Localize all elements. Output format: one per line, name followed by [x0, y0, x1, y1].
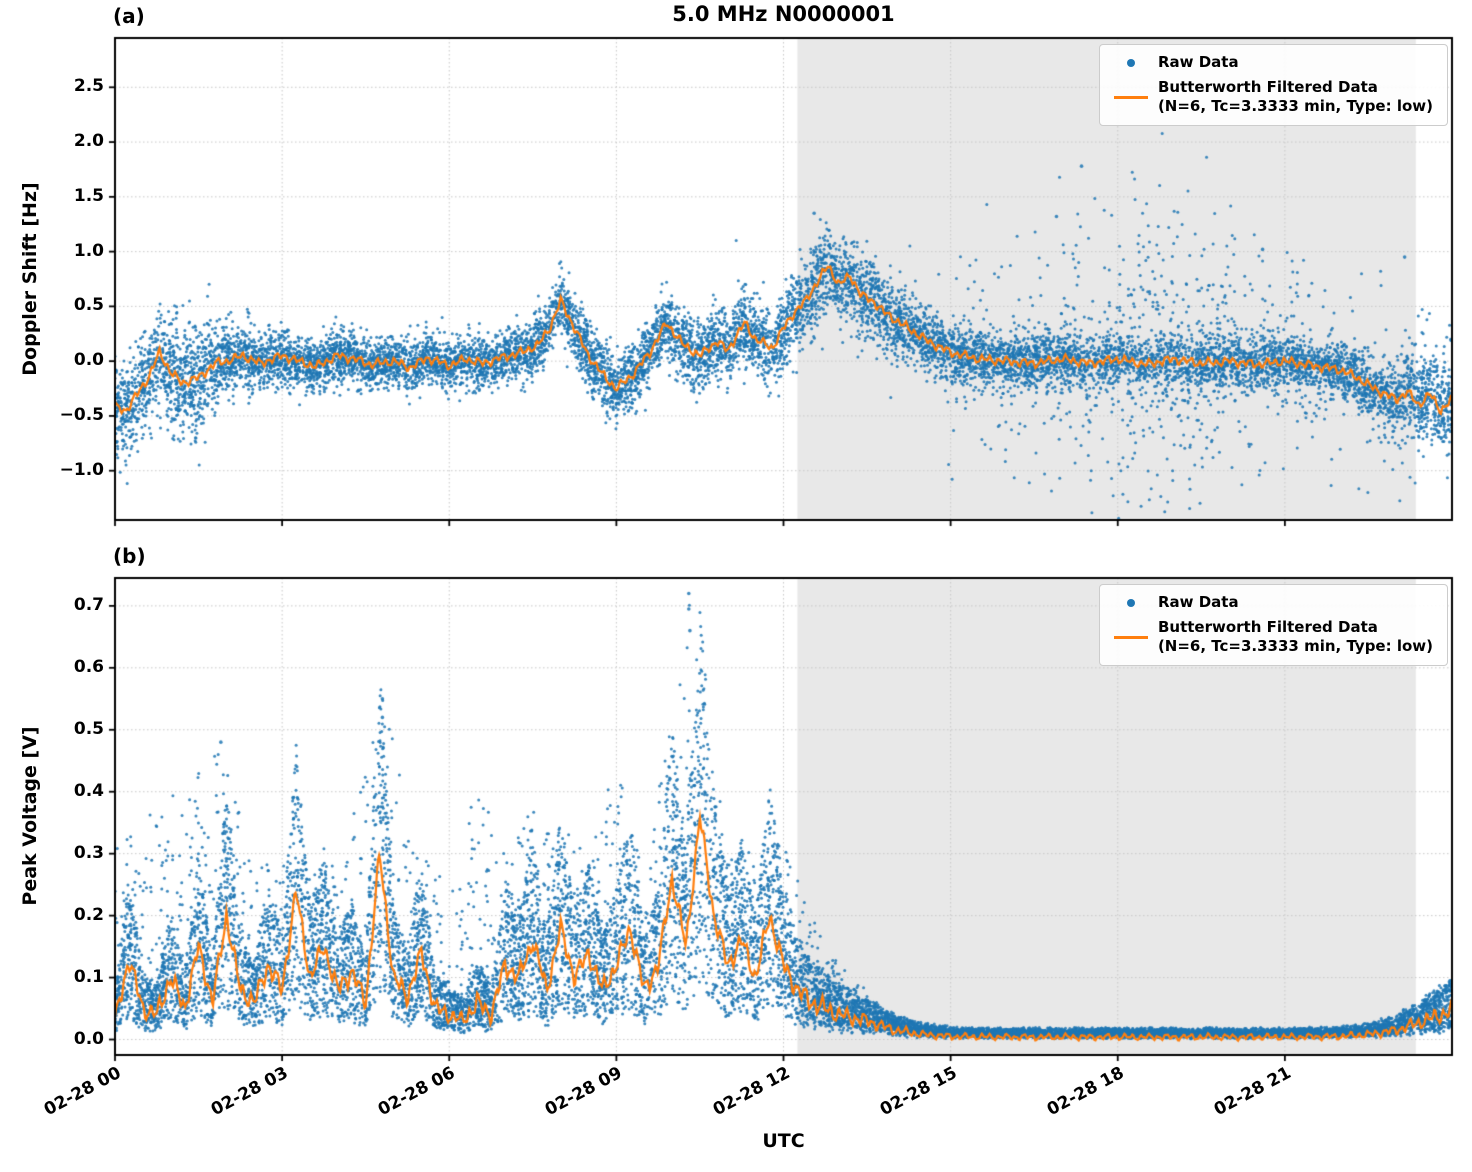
y-tick-label: 0.7: [73, 594, 104, 615]
legend-panel-b: Raw Data Butterworth Filtered Data (N=6,…: [1098, 584, 1448, 666]
legend-filtered-line2: (N=6, Tc=3.3333 min, Type: low): [1157, 637, 1433, 655]
legend-entry-raw: Raw Data: [1114, 593, 1433, 613]
y-tick-label: 0.2: [73, 904, 104, 925]
legend-entry-filtered: Butterworth Filtered Data (N=6, Tc=3.333…: [1113, 78, 1433, 117]
raw-data-marker-icon: [1114, 598, 1148, 607]
y-tick-label: −0.5: [59, 404, 104, 425]
y-tick-label: 2.5: [73, 76, 104, 97]
legend-entry-filtered: Butterworth Filtered Data (N=6, Tc=3.333…: [1113, 618, 1433, 657]
filtered-line-marker-icon: [1113, 95, 1148, 99]
panel-b-label: (b): [113, 544, 146, 568]
y-tick-label: 0.3: [73, 842, 104, 863]
y-tick-label: 2.0: [73, 131, 104, 152]
filtered-line-marker-icon: [1113, 635, 1148, 639]
legend-raw-label: Raw Data: [1157, 593, 1239, 611]
y-tick-label: 0.5: [73, 295, 104, 316]
legend-filtered-line1: Butterworth Filtered Data: [1157, 617, 1378, 636]
legend-raw-label: Raw Data: [1157, 53, 1239, 71]
legend-entry-raw: Raw Data: [1114, 53, 1433, 73]
y-axis-label-doppler: Doppler Shift [Hz]: [19, 182, 41, 376]
figure-title: 5.0 MHz N0000001: [672, 2, 895, 26]
legend-filtered-line1: Butterworth Filtered Data: [1157, 77, 1378, 96]
y-tick-label: 0.5: [73, 718, 104, 739]
y-tick-label: 0.0: [73, 1028, 104, 1049]
raw-data-marker-icon: [1114, 58, 1148, 67]
y-tick-label: 0.4: [73, 780, 104, 801]
y-tick-label: 0.1: [73, 966, 104, 987]
y-tick-label: 1.0: [73, 240, 104, 261]
legend-filtered-line2: (N=6, Tc=3.3333 min, Type: low): [1157, 97, 1433, 115]
y-tick-label: 1.5: [73, 185, 104, 206]
y-tick-label: −1.0: [59, 459, 104, 480]
x-axis-label: UTC: [762, 1130, 805, 1152]
legend-filtered-label: Butterworth Filtered Data (N=6, Tc=3.333…: [1158, 78, 1433, 117]
panel-a-label: (a): [113, 4, 145, 28]
y-tick-label: 0.0: [73, 350, 104, 371]
y-tick-label: 0.6: [73, 656, 104, 677]
legend-panel-a: Raw Data Butterworth Filtered Data (N=6,…: [1098, 44, 1448, 126]
legend-filtered-label: Butterworth Filtered Data (N=6, Tc=3.333…: [1158, 618, 1433, 657]
